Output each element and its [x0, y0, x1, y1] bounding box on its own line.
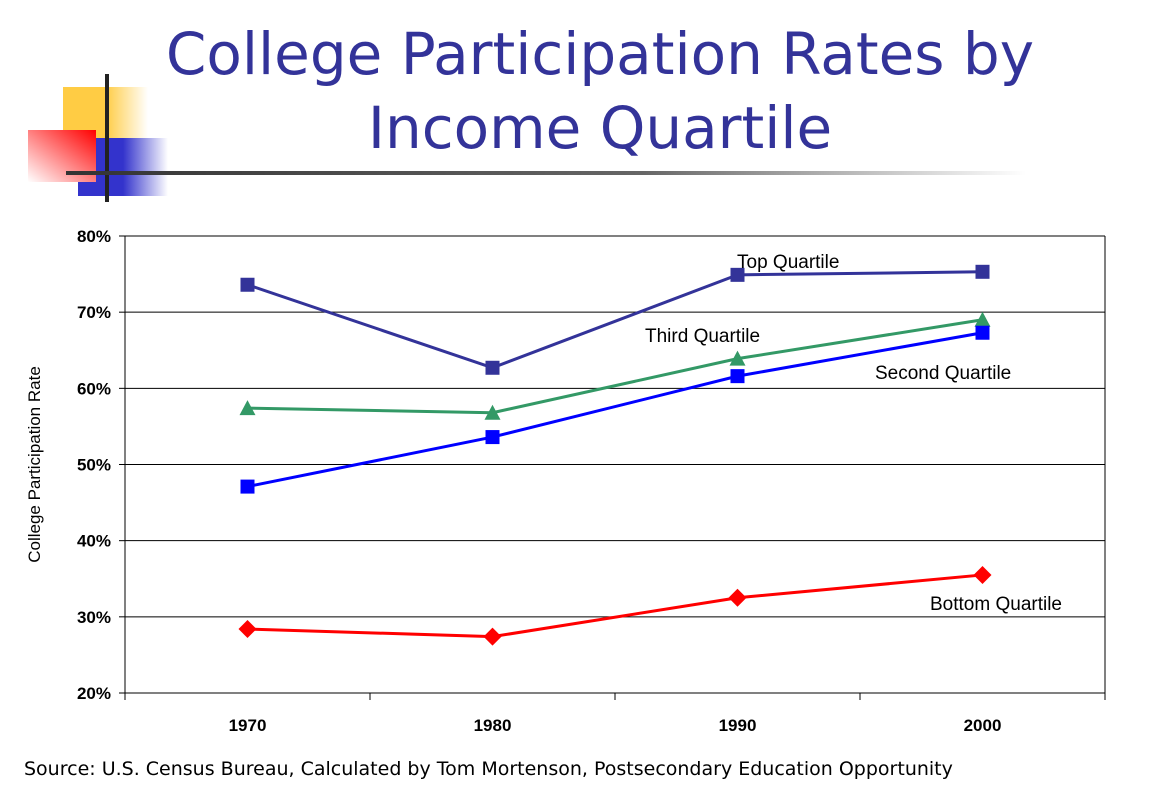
data-point — [485, 360, 500, 375]
data-point — [485, 430, 500, 445]
series-label: Bottom Quartile — [930, 594, 1062, 615]
data-point — [975, 264, 990, 279]
title-underline — [66, 171, 1026, 175]
y-tick-label: 40% — [77, 532, 111, 551]
y-tick-label: 20% — [77, 684, 111, 703]
data-point — [730, 369, 745, 384]
y-tick-label: 80% — [77, 227, 111, 246]
data-point — [729, 350, 746, 366]
y-tick-label: 50% — [77, 456, 111, 475]
series-label: Third Quartile — [645, 326, 760, 347]
source-note: Source: U.S. Census Bureau, Calculated b… — [24, 758, 953, 780]
y-tick-label: 60% — [77, 379, 111, 398]
x-tick-label: 2000 — [964, 716, 1002, 735]
x-tick-label: 1980 — [474, 716, 512, 735]
x-tick-label: 1970 — [229, 716, 267, 735]
y-axis-label: College Participation Rate — [25, 366, 44, 563]
data-point — [728, 588, 747, 607]
y-tick-label: 30% — [77, 608, 111, 627]
data-point — [974, 311, 991, 327]
series-line-0 — [247, 270, 983, 370]
data-point — [238, 620, 257, 639]
data-point — [730, 267, 745, 282]
series-line-1 — [247, 318, 983, 415]
data-point — [239, 400, 256, 416]
title-line-1: College Participation Rates by — [165, 20, 1035, 88]
title-line-2: Income Quartile — [367, 94, 833, 162]
data-point — [973, 565, 992, 584]
x-tick-label: 1990 — [719, 716, 757, 735]
data-point — [240, 277, 255, 292]
y-tick-label: 70% — [77, 303, 111, 322]
series-label: Top Quartile — [737, 252, 839, 273]
logo-decoration — [28, 74, 168, 202]
data-point — [484, 404, 501, 420]
series-line-3 — [247, 573, 983, 639]
data-point — [975, 325, 990, 340]
data-point — [483, 627, 502, 646]
series-label: Second Quartile — [875, 363, 1011, 384]
data-point — [240, 479, 255, 494]
series-line-2 — [247, 331, 983, 489]
